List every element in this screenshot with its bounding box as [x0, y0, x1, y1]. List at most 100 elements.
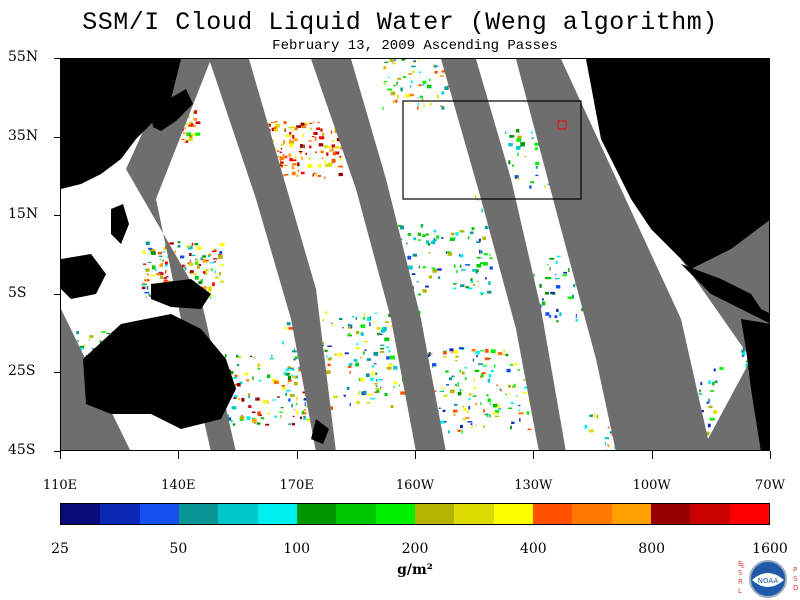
cloud-speckle	[456, 385, 460, 387]
colorbar-cell	[218, 504, 258, 524]
cloud-speckle	[492, 403, 497, 408]
cloud-speckle	[256, 422, 261, 425]
cloud-speckle	[283, 164, 288, 166]
cloud-speckle	[248, 393, 251, 397]
cloud-speckle	[205, 260, 209, 262]
cloud-speckle	[428, 352, 431, 356]
cloud-speckle	[194, 275, 199, 280]
cloud-speckle	[541, 301, 546, 306]
cloud-speckle	[349, 371, 351, 374]
cloud-speckle	[289, 157, 293, 162]
cloud-speckle	[494, 415, 500, 417]
cloud-speckle	[453, 264, 456, 268]
cloud-speckle	[486, 413, 489, 418]
cloud-speckle	[511, 135, 516, 137]
cloud-speckle	[556, 255, 561, 258]
cloud-speckle	[296, 396, 298, 401]
lon-label: 170E	[279, 478, 314, 493]
cloud-speckle	[380, 386, 382, 388]
cloud-speckle	[509, 135, 514, 138]
cloud-speckle	[145, 278, 148, 282]
cloud-speckle	[106, 332, 110, 335]
cloud-speckle	[317, 174, 322, 177]
cloud-speckle	[284, 155, 288, 159]
cloud-speckle	[400, 391, 406, 395]
cloud-speckle	[380, 351, 385, 353]
cloud-speckle	[151, 251, 156, 255]
cloud-speckle	[530, 181, 535, 184]
cloud-speckle	[166, 256, 170, 258]
cloud-speckle	[292, 415, 295, 417]
cloud-speckle	[251, 411, 256, 414]
cloud-speckle	[465, 264, 470, 266]
colorbar-label: 400	[519, 541, 547, 557]
cloud-speckle	[187, 124, 189, 128]
gap-swath-5	[441, 59, 566, 450]
cloud-speckle	[437, 94, 439, 99]
cloud-speckle	[379, 333, 383, 335]
cloud-speckle	[482, 364, 488, 367]
cloud-speckle	[208, 286, 212, 291]
cloud-speckle	[277, 150, 280, 152]
cloud-speckle	[214, 270, 216, 274]
cloud-speckle	[314, 172, 316, 175]
cloud-speckle	[485, 277, 487, 280]
cloud-speckle	[527, 428, 532, 431]
cloud-speckle	[437, 268, 442, 271]
cloud-speckle	[159, 258, 162, 260]
cloud-speckle	[512, 164, 515, 167]
cloud-speckle	[476, 256, 481, 259]
cloud-speckle	[517, 152, 519, 157]
cloud-speckle	[159, 275, 163, 279]
cloud-speckle	[430, 352, 433, 355]
cloud-speckle	[518, 412, 524, 415]
cloud-speckle	[535, 174, 539, 177]
cloud-speckle	[393, 59, 397, 62]
cloud-speckle	[297, 162, 300, 167]
chart-subtitle: February 13, 2009 Ascending Passes	[272, 38, 558, 54]
cloud-speckle	[283, 140, 286, 144]
cloud-speckle	[390, 91, 396, 96]
lon-label: 160W	[395, 478, 435, 493]
cloud-speckle	[438, 407, 441, 409]
cloud-speckle	[300, 416, 302, 420]
cloud-speckle	[459, 264, 462, 268]
cloud-speckle	[305, 152, 307, 155]
cloud-speckle	[509, 364, 513, 366]
cloud-speckle	[326, 355, 328, 358]
cloud-speckle	[352, 316, 355, 318]
cloud-speckle	[280, 148, 283, 150]
cloud-speckle	[327, 162, 332, 166]
cloud-speckle	[524, 156, 527, 158]
cloud-speckle	[488, 374, 492, 378]
cloud-speckle	[165, 269, 167, 274]
cloud-speckle	[409, 93, 414, 97]
cloud-speckle	[239, 416, 245, 420]
cloud-speckle	[360, 356, 362, 359]
cloud-speckle	[331, 159, 336, 163]
cloud-speckle	[410, 80, 413, 84]
cloud-speckle	[214, 277, 220, 279]
cloud-speckle	[296, 410, 299, 415]
cloud-speckle	[607, 426, 610, 429]
cloud-speckle	[431, 240, 436, 245]
cloud-speckle	[298, 151, 303, 153]
cloud-speckle	[510, 402, 514, 404]
cloud-speckle	[328, 146, 331, 148]
cloud-speckle	[555, 261, 558, 265]
cloud-speckle	[449, 389, 455, 394]
chart-title: SSM/I Cloud Liquid Water (Weng algorithm…	[82, 8, 718, 37]
cloud-speckle	[533, 274, 535, 276]
cloud-speckle	[293, 348, 295, 352]
cloud-speckle	[163, 279, 169, 284]
cloud-speckle	[291, 126, 295, 128]
cloud-speckle	[410, 85, 412, 88]
cloud-speckle	[84, 344, 86, 347]
cloud-speckle	[338, 353, 343, 357]
cloud-speckle	[472, 395, 477, 397]
cloud-speckle	[701, 410, 704, 413]
cloud-speckle	[483, 262, 488, 266]
gap-swath-1	[61, 189, 131, 450]
cloud-speckle	[312, 173, 314, 177]
